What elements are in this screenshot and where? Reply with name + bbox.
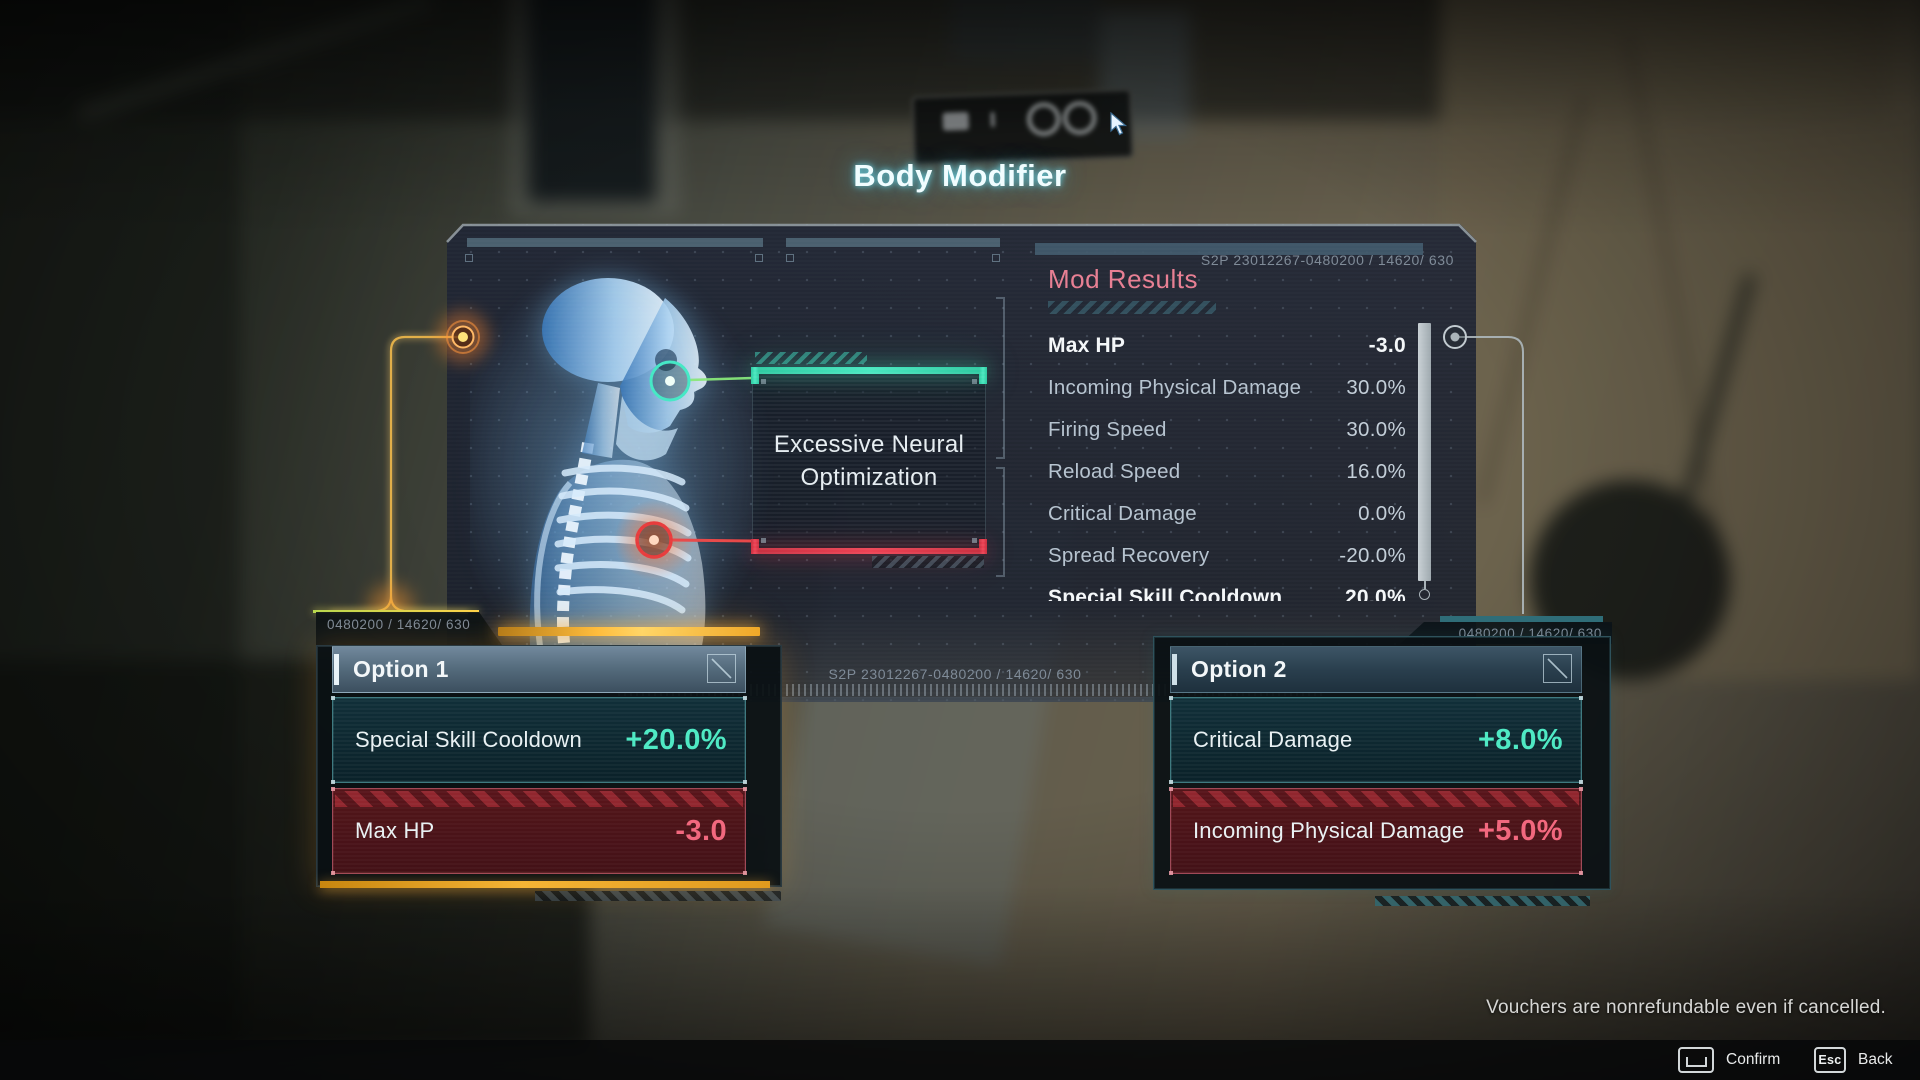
header-segment-bar xyxy=(1035,243,1423,255)
header-accent-mark xyxy=(1172,654,1177,685)
scrollbar-stem xyxy=(1424,581,1426,589)
serial-number-top: S2P 23012267-0480200 / 14620/ 630 xyxy=(1200,252,1454,268)
scrollbar-end-ring xyxy=(1419,589,1430,600)
mod-slot-icon xyxy=(1543,654,1572,683)
mod-box-bottom-border xyxy=(751,539,987,554)
option1-buff-row: Special Skill Cooldown +20.0% xyxy=(331,696,747,784)
mod-slot-icon xyxy=(707,654,736,683)
option1-serial: 0480200 / 14620/ 630 xyxy=(327,617,471,632)
mod-result-row: Reload Speed 16.0% xyxy=(1048,460,1406,483)
option-1-card[interactable]: 0480200 / 14620/ 630 Option 1 Special Sk… xyxy=(313,600,783,912)
voucher-notice: Vouchers are nonrefundable even if cance… xyxy=(1486,997,1886,1018)
mouse-cursor xyxy=(1110,112,1128,136)
enter-glyph xyxy=(1685,1056,1707,1067)
neural-marker-icon xyxy=(649,360,754,402)
option1-bottom-highlight xyxy=(320,881,770,888)
hatch-strip xyxy=(535,891,781,901)
mod-result-row: Spread Recovery -20.0% xyxy=(1048,544,1406,567)
chest-marker-icon xyxy=(635,521,754,559)
option2-buff-row: Critical Damage +8.0% xyxy=(1169,696,1583,784)
mod-name-label: Excessive Neural Optimization xyxy=(773,430,965,491)
option2-top-bar xyxy=(1440,616,1603,622)
back-button[interactable]: Back xyxy=(1858,1051,1893,1068)
divider-bracket xyxy=(996,297,1005,459)
header-segment-bar xyxy=(467,238,763,247)
mod-result-row: Special Skill Cooldown 20.0% xyxy=(1048,586,1406,601)
hatch-strip xyxy=(1375,896,1590,906)
option2-header: Option 2 xyxy=(1170,646,1582,693)
hatch-strip xyxy=(755,352,867,364)
mod-results-list: Max HP -3.0 Incoming Physical Damage 30.0%… xyxy=(1048,325,1412,601)
option2-title: Option 2 xyxy=(1191,656,1287,682)
mod-result-row: Critical Damage 0.0% xyxy=(1048,502,1406,525)
body-modifier-panel: S2P 23012267-0480200 / 14620/ 630 xyxy=(447,224,1476,702)
esc-key-icon[interactable]: Esc xyxy=(1814,1047,1846,1073)
option1-debuff-row: Max HP -3.0 xyxy=(331,787,747,875)
serial-number-bottom: S2P 23012267-0480200 / 14620/ 630 xyxy=(828,666,1082,682)
mod-result-row: Firing Speed 30.0% xyxy=(1048,418,1406,441)
option1-title: Option 1 xyxy=(353,656,449,682)
mod-name-box: Excessive Neural Optimization xyxy=(751,367,987,554)
page-title: Body Modifier xyxy=(853,158,1067,193)
option-2-card[interactable]: 0480200 / 14620/ 630 Option 2 Critical D… xyxy=(1150,600,1620,912)
header-segment-bar xyxy=(786,238,1000,247)
hatch-strip xyxy=(872,556,984,568)
mod-box-top-border xyxy=(751,367,987,384)
option1-highlight-bar xyxy=(498,627,760,636)
divider-bracket xyxy=(996,467,1005,577)
footer-bar: Confirm Esc Back xyxy=(0,1040,1920,1080)
enter-key-icon[interactable] xyxy=(1678,1047,1714,1073)
header-accent-mark xyxy=(334,654,339,685)
option2-debuff-row: Incoming Physical Damage +5.0% xyxy=(1169,787,1583,875)
mod-result-row: Max HP -3.0 xyxy=(1048,334,1406,357)
mod-result-row: Incoming Physical Damage 30.0% xyxy=(1048,376,1406,399)
option1-header: Option 1 xyxy=(332,646,746,693)
confirm-button[interactable]: Confirm xyxy=(1726,1051,1781,1068)
option1-serial-tab xyxy=(316,612,502,645)
mod-results-scrollbar[interactable] xyxy=(1418,323,1431,581)
mod-results-underline xyxy=(1048,301,1216,314)
mod-results-title: Mod Results xyxy=(1048,264,1198,294)
